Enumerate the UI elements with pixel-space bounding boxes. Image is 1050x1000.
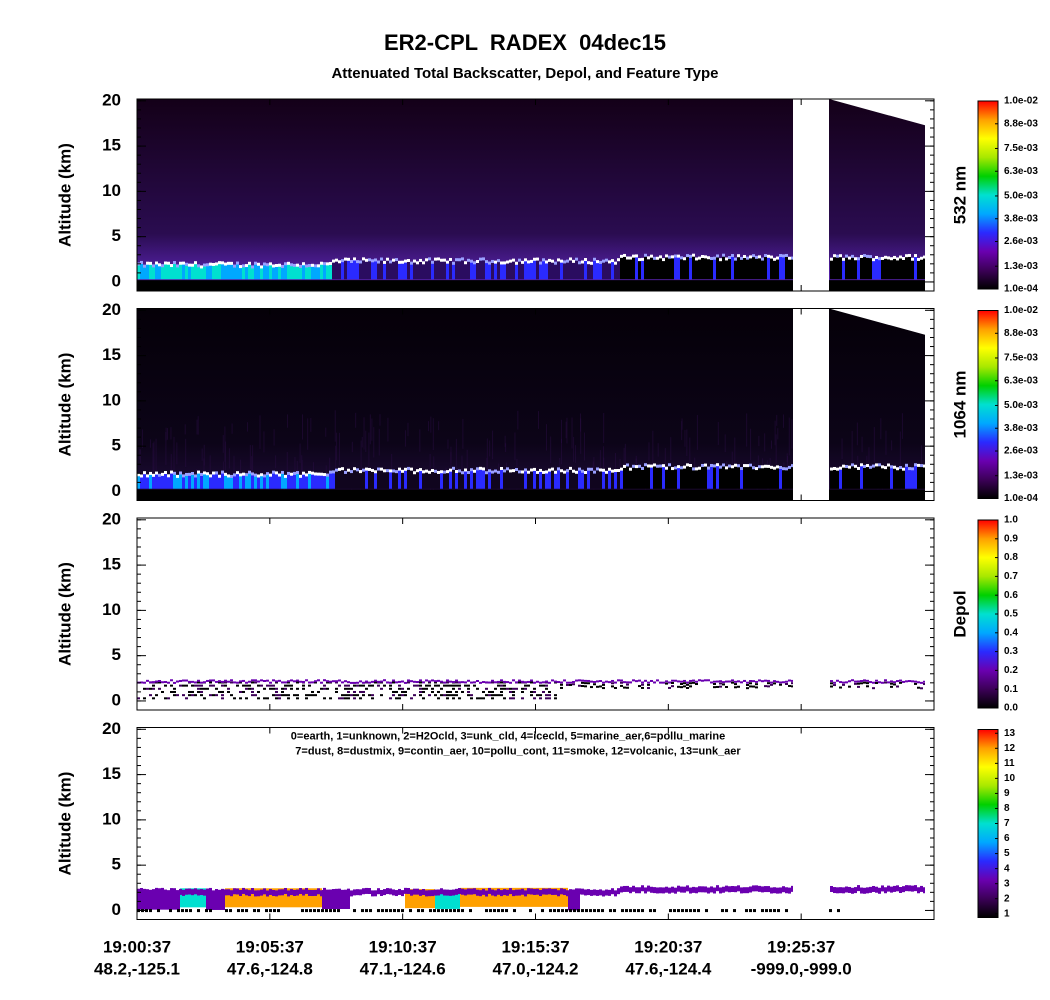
y-tick-label: 15 (102, 764, 121, 783)
colorbar-tick-label: 1.0 (1004, 515, 1018, 526)
colorbar-tick-label: 8 (1004, 803, 1010, 814)
colorbar-tick-label: 1.0e-02 (1004, 96, 1038, 107)
colorbar-tick-label: 1.3e-03 (1004, 470, 1038, 481)
x-tick-label: 19:15:37 (501, 937, 569, 956)
x-tick-label: 19:05:37 (236, 937, 304, 956)
colorbar-tick-label: 13 (1004, 728, 1016, 739)
colorbar-tick-label: 3.8e-03 (1004, 213, 1038, 224)
colorbar-tick-label: 6 (1004, 833, 1010, 844)
y-tick-label: 15 (102, 136, 121, 155)
colorbar-tick-label: 10 (1004, 773, 1016, 784)
colorbar-tick-label: 2 (1004, 893, 1010, 904)
colorbar-tick-label: 4 (1004, 863, 1010, 874)
colorbar-label: Depol (950, 590, 969, 637)
colorbar-tick-label: 0.0 (1004, 703, 1018, 714)
x-tick-sublabel: 48.2,-125.1 (94, 959, 180, 978)
colorbar-tick-label: 7.5e-03 (1004, 353, 1038, 364)
x-tick-sublabel: 47.1,-124.6 (360, 959, 446, 978)
y-tick-label: 0 (112, 481, 121, 500)
curtain-image (137, 308, 934, 501)
colorbar-tick-label: 0.7 (1004, 571, 1018, 582)
colorbar-tick-label: 5.0e-03 (1004, 191, 1038, 202)
y-tick-label: 0 (112, 271, 121, 290)
colorbar-tick-label: 0.5 (1004, 609, 1018, 620)
colorbar-tick-label: 1.0e-02 (1004, 305, 1038, 316)
colorbar-tick-label: 6.3e-03 (1004, 375, 1038, 386)
colorbar-tick-label: 8.8e-03 (1004, 118, 1038, 129)
y-tick-label: 0 (112, 900, 121, 919)
colorbar-tick-label: 5.0e-03 (1004, 400, 1038, 411)
curtain-image (137, 518, 934, 710)
chart-title: ER2-CPL RADEX 04dec15 (384, 30, 666, 55)
x-tick-sublabel: -999.0,-999.0 (751, 959, 852, 978)
colorbar-tick-label: 1.0e-04 (1004, 493, 1038, 504)
colorbar (977, 310, 999, 499)
colorbar-tick-label: 0.9 (1004, 533, 1018, 544)
y-tick-label: 10 (102, 600, 121, 619)
colorbar-tick-label: 0.1 (1004, 684, 1018, 695)
colorbar-label: 532 nm (950, 166, 969, 225)
colorbar-tick-label: 7 (1004, 818, 1010, 829)
colorbar-tick-label: 1.3e-03 (1004, 261, 1038, 272)
x-tick-label: 19:00:37 (103, 937, 171, 956)
x-tick-label: 19:25:37 (767, 937, 835, 956)
y-tick-label: 20 (102, 90, 121, 109)
colorbar-tick-label: 2.6e-03 (1004, 446, 1038, 457)
y-axis-label: Altitude (km) (55, 562, 74, 666)
y-tick-label: 20 (102, 509, 121, 528)
colorbar-tick-label: 9 (1004, 788, 1010, 799)
x-tick-label: 19:20:37 (634, 937, 702, 956)
panel: 0 5 10 15 20 Altitude (km) 1.0e-02 8.8e-03 7.5e-… (55, 300, 1038, 504)
colorbar-tick-label: 0.2 (1004, 665, 1018, 676)
colorbar-tick-label: 2.6e-03 (1004, 236, 1038, 247)
colorbar-tick-label: 1 (1004, 908, 1010, 919)
legend-text: 0=earth, 1=unknown, 2=H2Ocld, 3=unk_cld,… (291, 730, 725, 742)
colorbar-tick-label: 12 (1004, 743, 1016, 754)
y-axis-label: Altitude (km) (55, 353, 74, 457)
colorbar-label: 1064 nm (950, 370, 969, 438)
y-tick-label: 5 (112, 436, 121, 455)
y-tick-label: 15 (102, 345, 121, 364)
colorbar-tick-label: 3.8e-03 (1004, 423, 1038, 434)
y-tick-label: 5 (112, 226, 121, 245)
colorbar-tick-label: 3 (1004, 878, 1010, 889)
legend-text: 7=dust, 8=dustmix, 9=contin_aer, 10=poll… (295, 745, 741, 757)
y-tick-label: 10 (102, 181, 121, 200)
panel: 0 5 10 15 20 Altitude (km) 1.0e-02 8.8e-03 7.5e-… (55, 90, 1038, 294)
y-tick-label: 0 (112, 690, 121, 709)
x-tick-sublabel: 47.0,-124.2 (492, 959, 578, 978)
y-tick-label: 15 (102, 555, 121, 574)
colorbar-tick-label: 5 (1004, 848, 1010, 859)
y-axis-label: Altitude (km) (55, 143, 74, 247)
x-tick-sublabel: 47.6,-124.8 (227, 959, 313, 978)
y-tick-label: 20 (102, 300, 121, 319)
curtain-image (137, 99, 934, 291)
y-tick-label: 10 (102, 809, 121, 828)
chart-subtitle: Attenuated Total Backscatter, Depol, and… (331, 65, 718, 82)
colorbar-tick-label: 0.3 (1004, 646, 1018, 657)
colorbar-tick-label: 7.5e-03 (1004, 143, 1038, 154)
x-tick-label: 19:10:37 (369, 937, 437, 956)
colorbar-tick-label: 11 (1004, 758, 1015, 769)
panel: 0 5 10 15 20 Altitude (km) 1.0 0.9 0.8 0.7 0.6 0.5 0… (55, 509, 1018, 713)
y-tick-label: 5 (112, 855, 121, 874)
colorbar-tick-label: 0.6 (1004, 590, 1018, 601)
curtain-image (137, 727, 934, 920)
colorbar-tick-label: 6.3e-03 (1004, 166, 1038, 177)
colorbar-tick-label: 0.8 (1004, 552, 1018, 563)
y-tick-label: 5 (112, 645, 121, 664)
colorbar-tick-label: 1.0e-04 (1004, 284, 1038, 295)
colorbar (977, 100, 999, 290)
y-tick-label: 20 (102, 719, 121, 738)
colorbar-tick-label: 0.4 (1004, 627, 1018, 638)
y-tick-label: 10 (102, 390, 121, 409)
colorbar-tick-label: 8.8e-03 (1004, 328, 1038, 339)
x-tick-sublabel: 47.6,-124.4 (625, 959, 712, 978)
y-axis-label: Altitude (km) (55, 772, 74, 876)
